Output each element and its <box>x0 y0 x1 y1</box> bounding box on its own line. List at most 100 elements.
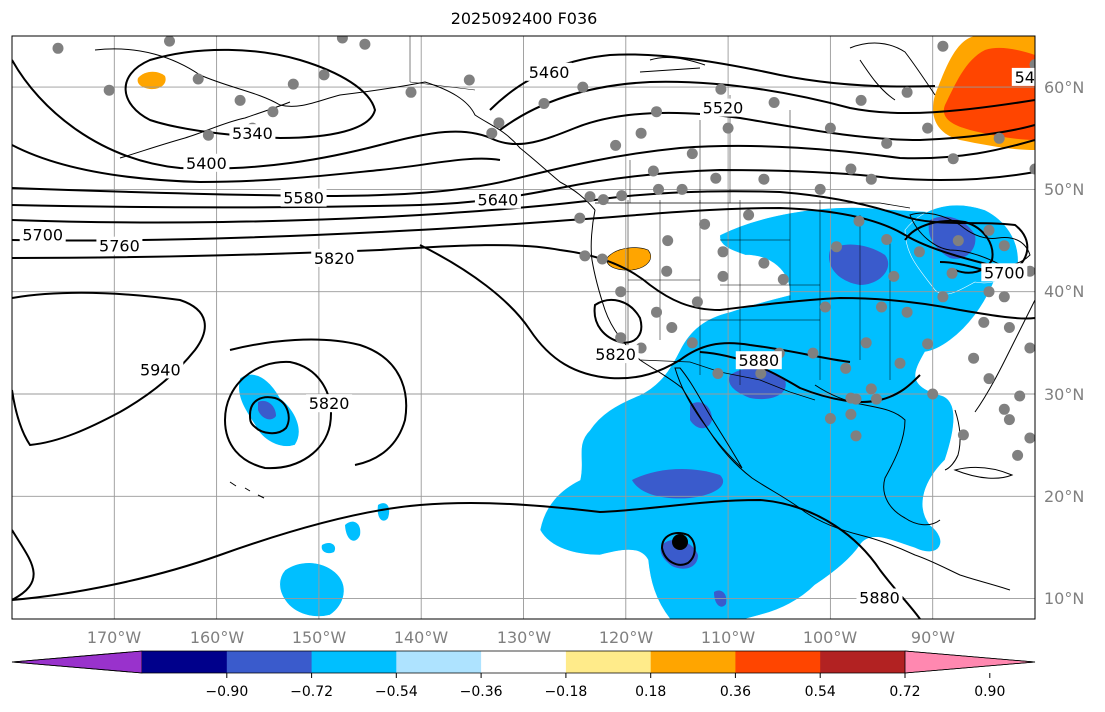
contour-label: 5520 <box>703 99 744 118</box>
station-marker <box>202 129 214 141</box>
station-marker <box>710 172 722 184</box>
station-marker <box>978 316 990 328</box>
station-marker <box>888 270 900 282</box>
station-marker <box>722 122 734 134</box>
contour-label-background <box>280 188 327 207</box>
station-marker <box>865 173 877 185</box>
station-marker <box>103 84 115 96</box>
station-marker <box>993 132 1005 144</box>
contour-label: 5700 <box>984 263 1025 282</box>
station-marker <box>647 165 659 177</box>
contour-5400 <box>12 59 1035 170</box>
contour-5880-storm <box>660 532 696 566</box>
station-marker <box>937 291 949 303</box>
lon-label-120w: 120°W <box>599 628 654 647</box>
station-marker <box>615 286 627 298</box>
contour-5520 <box>499 80 1035 131</box>
station-marker <box>597 194 609 206</box>
contour-label: 5760 <box>99 237 140 256</box>
station-marker <box>814 183 826 195</box>
lon-label-140w: 140°W <box>394 628 449 647</box>
station-marker <box>234 94 246 106</box>
colorbar-segment <box>142 651 228 673</box>
lon-label-100w: 100°W <box>803 628 858 647</box>
longitude-axis: 170°W 160°W 150°W 140°W 130°W 120°W 110°… <box>87 628 955 647</box>
station-marker <box>52 42 64 54</box>
station-marker <box>957 429 969 441</box>
station-marker <box>983 373 995 385</box>
station-marker <box>824 122 836 134</box>
station-marker <box>850 393 862 405</box>
station-marker <box>845 408 857 420</box>
shading-small-2 <box>377 503 390 521</box>
station-marker <box>743 209 755 221</box>
station-marker <box>1003 322 1015 333</box>
station-marker <box>901 306 913 318</box>
contour-label: 5820 <box>314 249 355 268</box>
station-marker <box>1012 449 1024 461</box>
station-marker <box>717 246 729 258</box>
colorbar-segment <box>820 651 906 673</box>
contour-label: 5880 <box>738 351 779 370</box>
contour-5760 <box>12 206 1011 271</box>
station-marker <box>855 94 867 106</box>
shading-core-southwest <box>729 368 786 400</box>
contour-label-background <box>19 225 66 244</box>
station-marker <box>998 291 1010 303</box>
province-borders <box>409 36 791 203</box>
contour-label-background <box>1011 67 1035 86</box>
colorbar-segment <box>565 651 652 673</box>
station-marker <box>845 163 857 175</box>
contour-label-background <box>311 248 358 267</box>
colorbar-tick-label: −0.18 <box>544 684 587 700</box>
station-marker <box>584 191 596 203</box>
contour-5880-southwest <box>12 498 921 619</box>
station-marker <box>1003 414 1015 426</box>
colorbar-extend-high <box>904 650 1036 674</box>
contour-5700-lakes <box>904 219 994 274</box>
lon-label-110w: 110°W <box>701 628 756 647</box>
station-marker <box>318 69 330 81</box>
contour-label: 5640 <box>478 191 519 210</box>
colorbar-tick-label: −0.54 <box>375 684 418 700</box>
contour-label-background <box>735 351 782 370</box>
station-marker <box>615 332 627 344</box>
station-marker <box>712 368 724 379</box>
station-marker <box>686 337 698 349</box>
contour-label-background <box>526 62 573 81</box>
station-marker <box>616 190 628 202</box>
contour-5820-subtropical-outer <box>223 360 332 470</box>
station-marker <box>635 127 647 139</box>
coast-east <box>974 299 1035 413</box>
contour-5820-lowring <box>593 298 643 344</box>
station-marker <box>1034 315 1035 320</box>
lat-label-10: 10°N <box>1044 589 1084 608</box>
map-title: 2025092400 F036 <box>450 9 598 28</box>
station-marker <box>1029 59 1035 71</box>
contour-5340 <box>124 48 377 140</box>
station-marker <box>653 183 664 195</box>
hudson-bay-coast <box>849 42 936 101</box>
contour-5880-subtropical-inner <box>248 396 290 435</box>
station-marker <box>596 253 608 265</box>
station-marker <box>768 97 780 108</box>
latitude-axis: 60°N 50°N 40°N 30°N 20°N 10°N <box>1044 78 1084 608</box>
station-marker <box>831 241 842 253</box>
contour-5580 <box>12 139 1035 198</box>
map-panel[interactable]: 5460 5520 5340 5400 5580 5640 5700 5760 5820 5700… <box>12 33 1051 620</box>
shading-core-mexico <box>632 468 724 499</box>
lon-label-170w: 170°W <box>87 628 142 647</box>
station-marker <box>758 257 770 269</box>
station-marker <box>947 153 959 165</box>
coast-gulf <box>814 384 941 526</box>
station-marker <box>577 81 589 93</box>
contour-label-background <box>474 190 521 209</box>
station-marker <box>1029 163 1035 175</box>
map-frame <box>11 35 1036 620</box>
station-marker <box>405 86 417 98</box>
station-marker <box>715 83 727 95</box>
station-marker <box>819 301 831 313</box>
station-marker <box>164 36 175 47</box>
coastlines-and-borders <box>94 36 1035 591</box>
